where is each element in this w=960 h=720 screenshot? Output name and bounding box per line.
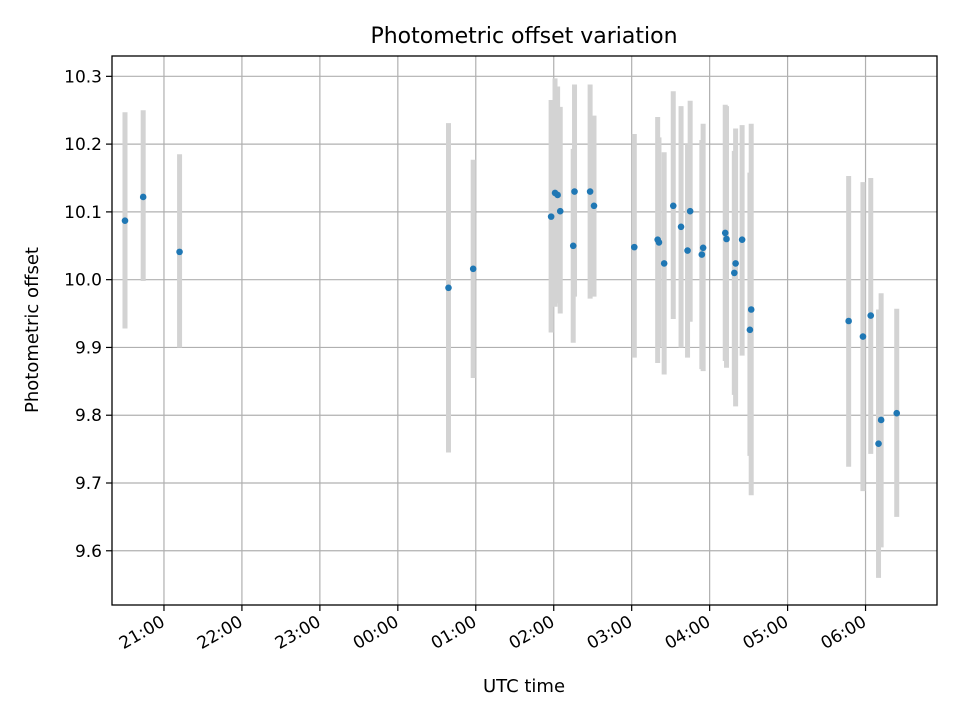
data-point [867, 312, 875, 319]
data-point [859, 333, 867, 340]
data-point [845, 317, 852, 325]
data-point [660, 260, 668, 267]
data-point [731, 269, 738, 277]
x-tick-label: 02:00 [506, 612, 558, 654]
data-points [121, 188, 901, 447]
x-tick-label: 23:00 [272, 612, 324, 654]
data-point [738, 236, 746, 243]
error-bars [122, 78, 900, 578]
y-tick-label: 10.0 [64, 271, 102, 291]
grid [112, 56, 937, 605]
data-point [877, 416, 885, 424]
y-tick-label: 10.1 [64, 203, 102, 223]
y-tick-label: 9.6 [75, 542, 102, 562]
chart-title: Photometric offset variation [370, 24, 677, 49]
data-point [556, 207, 564, 215]
data-point [893, 409, 901, 417]
plot-frame [111, 55, 938, 606]
data-point [445, 284, 452, 292]
x-axis-ticks: 21:00 22:00 23:00 00:00 01:00 02:00 03:00 04:00… [116, 605, 870, 654]
data-point [747, 306, 755, 313]
data-point [723, 235, 730, 243]
data-point [554, 191, 561, 199]
x-tick-label: 06:00 [818, 612, 870, 654]
data-point [586, 188, 594, 195]
data-point [469, 265, 477, 273]
y-axis-ticks: 9.6 9.7 9.8 9.9 10.0 10.1 10.2 10.3 [64, 67, 112, 562]
y-tick-label: 9.7 [75, 474, 102, 494]
data-point [746, 326, 754, 334]
data-point [669, 202, 677, 210]
data-point [686, 207, 694, 215]
data-point [875, 440, 882, 447]
x-axis-label: UTC time [483, 676, 565, 697]
data-point [569, 242, 577, 250]
data-point [590, 202, 598, 210]
x-tick-label: 04:00 [662, 612, 714, 654]
data-point [684, 247, 691, 254]
y-tick-label: 10.2 [64, 135, 102, 155]
x-tick-label: 05:00 [740, 612, 792, 654]
data-point [677, 223, 685, 231]
data-point [655, 239, 663, 246]
y-axis-label: Photometric offset [22, 247, 43, 413]
data-point [121, 217, 129, 224]
data-point [721, 229, 729, 237]
x-tick-label: 21:00 [116, 612, 168, 654]
data-point [547, 213, 555, 220]
y-tick-label: 9.8 [75, 406, 102, 426]
data-point [571, 188, 578, 195]
data-point [699, 244, 707, 252]
y-tick-label: 10.3 [64, 67, 102, 87]
data-point [139, 193, 147, 201]
y-tick-label: 9.9 [75, 338, 102, 358]
data-point [630, 243, 638, 251]
x-tick-label: 22:00 [194, 612, 246, 654]
data-point [732, 260, 739, 267]
x-tick-label: 01:00 [428, 612, 480, 654]
data-point [698, 251, 706, 258]
x-tick-label: 00:00 [350, 612, 402, 654]
x-tick-label: 03:00 [584, 612, 636, 654]
data-point [176, 248, 183, 256]
